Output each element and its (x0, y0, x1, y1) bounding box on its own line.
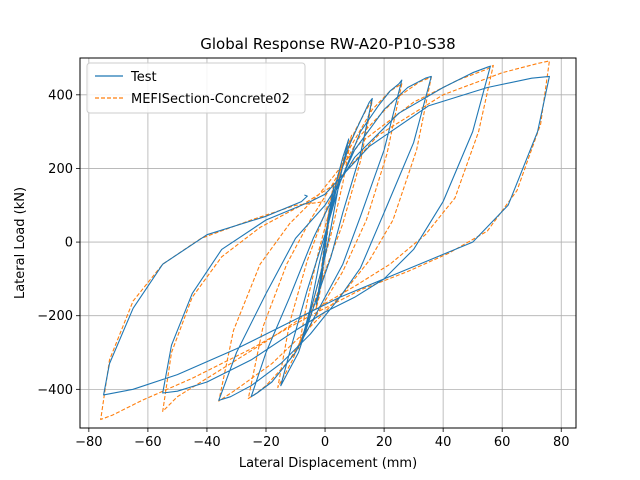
legend-label-test: Test (130, 70, 157, 85)
y-tick-label: 200 (48, 162, 73, 177)
y-tick-label: −200 (37, 309, 73, 324)
legend: Test MEFISection-Concrete02 (86, 62, 306, 114)
y-tick-label: 400 (48, 88, 73, 103)
plot-frame (79, 57, 577, 429)
grid (80, 58, 576, 428)
series-line-model (100, 60, 550, 421)
chart-title: Global Response RW-A20-P10-S38 (200, 35, 455, 53)
x-tick-label: −40 (193, 435, 220, 450)
x-tick-label: 20 (376, 435, 393, 450)
y-tick-label: −400 (37, 383, 73, 398)
x-tick-label: −60 (134, 435, 161, 450)
x-tick-label: 80 (553, 435, 570, 450)
x-axis-label: Lateral Displacement (mm) (239, 456, 417, 471)
y-axis-label: Lateral Load (kN) (13, 187, 28, 299)
legend-label-model: MEFISection-Concrete02 (131, 92, 290, 107)
legend-box (86, 62, 306, 114)
series-line-test (103, 65, 550, 401)
x-tick-label: 0 (321, 435, 329, 450)
plot-lines (100, 60, 550, 421)
x-tick-label: 60 (494, 435, 511, 450)
y-tick-label: 0 (65, 236, 73, 251)
x-tick-label: 40 (435, 435, 452, 450)
x-tick-label: −20 (252, 435, 279, 450)
x-tick-label: −80 (75, 435, 102, 450)
